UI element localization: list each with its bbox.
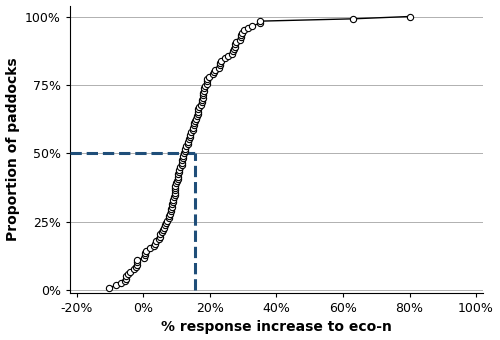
Y-axis label: Proportion of paddocks: Proportion of paddocks (6, 57, 20, 241)
X-axis label: % response increase to eco-n: % response increase to eco-n (161, 320, 392, 335)
